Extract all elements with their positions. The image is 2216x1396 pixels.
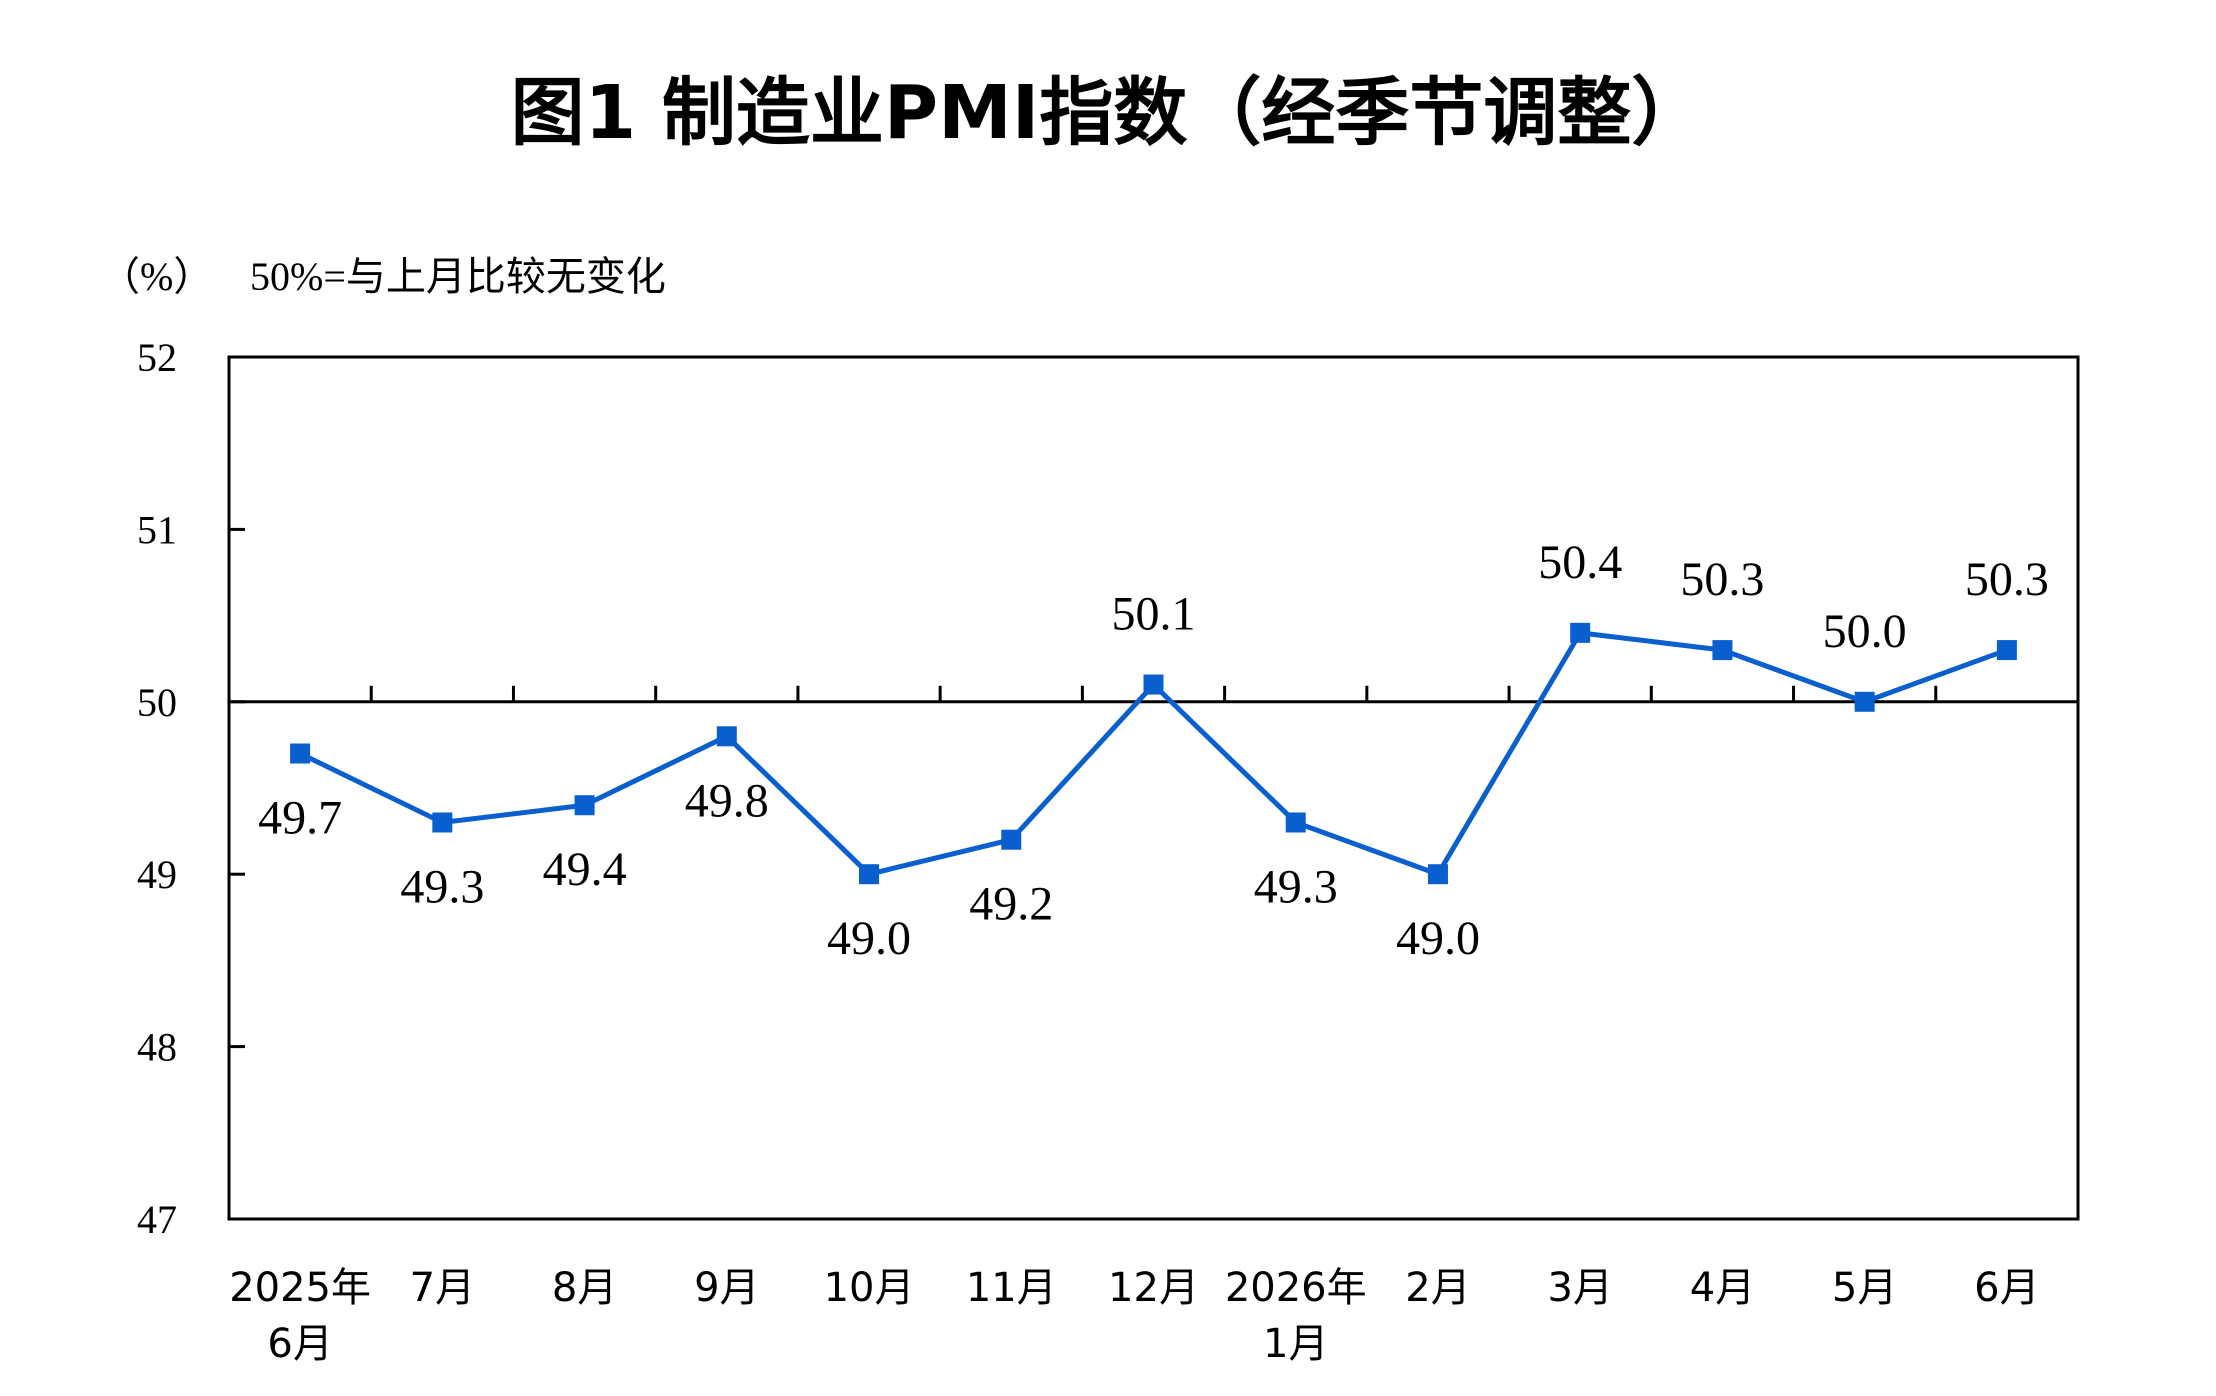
y-tick-label: 50 xyxy=(137,680,177,725)
x-tick-label: 3月 xyxy=(1547,1265,1612,1311)
data-point-marker xyxy=(1143,674,1164,695)
x-tick-label: 8月 xyxy=(552,1265,617,1311)
data-point-marker xyxy=(1570,622,1591,643)
y-axis: 52 51 50 49 48 47 xyxy=(137,335,245,1242)
data-label: 50.3 xyxy=(1680,553,1764,606)
x-tick-label: 7月 xyxy=(410,1265,475,1311)
data-label: 49.0 xyxy=(1396,912,1480,965)
y-tick-label: 49 xyxy=(137,852,177,897)
x-tick-label: 2026年 xyxy=(1225,1265,1367,1311)
series-layer: 49.7 49.3 49.4 49.8 49.0 49.2 50.1 49.3 49.0 50.4… xyxy=(258,536,2049,965)
y-tick-label: 52 xyxy=(137,335,177,380)
data-label: 50.0 xyxy=(1823,605,1907,658)
data-label: 49.3 xyxy=(400,860,484,913)
data-label: 49.3 xyxy=(1254,860,1338,913)
baseline-note: 50%=与上月比较无变化 xyxy=(250,254,666,299)
x-tick-label: 11月 xyxy=(966,1265,1057,1311)
unit-label: （%） xyxy=(100,254,213,299)
x-tick-label-line2: 6月 xyxy=(267,1321,332,1367)
data-point-marker xyxy=(1996,640,2017,661)
y-tick-label: 51 xyxy=(137,507,177,552)
x-axis: 2025年 6月 7月 8月 9月 10月 11月 12月 2026年 1月 2月 3月 4月 5月 6月 xyxy=(229,1265,2039,1367)
data-label: 49.8 xyxy=(685,774,769,827)
data-point-marker xyxy=(716,726,737,747)
data-point-marker xyxy=(859,864,880,885)
data-point-marker xyxy=(1427,864,1448,885)
data-label: 49.4 xyxy=(543,843,627,896)
data-point-marker xyxy=(1001,829,1022,850)
data-label: 50.4 xyxy=(1538,536,1622,589)
data-point-marker xyxy=(1854,691,1875,712)
x-tick-label: 10月 xyxy=(824,1265,915,1311)
data-point-marker xyxy=(574,795,595,816)
x-tick-label: 12月 xyxy=(1108,1265,1199,1311)
data-point-marker xyxy=(432,812,453,833)
data-label: 49.2 xyxy=(969,878,1053,931)
y-tick-label: 47 xyxy=(137,1197,177,1242)
x-tick-label-line2: 1月 xyxy=(1263,1321,1328,1367)
data-label: 49.0 xyxy=(827,912,911,965)
x-tick-label: 4月 xyxy=(1690,1265,1755,1311)
x-tick-label: 5月 xyxy=(1832,1265,1897,1311)
data-point-marker xyxy=(290,743,311,764)
data-label: 50.3 xyxy=(1965,553,2049,606)
data-label: 49.7 xyxy=(258,792,342,845)
x-tick-label: 2月 xyxy=(1405,1265,1470,1311)
y-tick-label: 48 xyxy=(137,1025,177,1070)
x-tick-label: 9月 xyxy=(694,1265,759,1311)
reference-line-layer xyxy=(229,685,2078,704)
plot-area-frame xyxy=(227,355,2080,1221)
chart-title: 图1 制造业PMI指数（经季节调整） xyxy=(511,70,1706,156)
series-line xyxy=(299,630,2008,878)
data-label: 50.1 xyxy=(1112,588,1196,641)
x-tick-label: 6月 xyxy=(1974,1265,2039,1311)
data-point-marker xyxy=(1285,812,1306,833)
data-point-marker xyxy=(1712,640,1733,661)
x-tick-label: 2025年 xyxy=(229,1265,371,1311)
